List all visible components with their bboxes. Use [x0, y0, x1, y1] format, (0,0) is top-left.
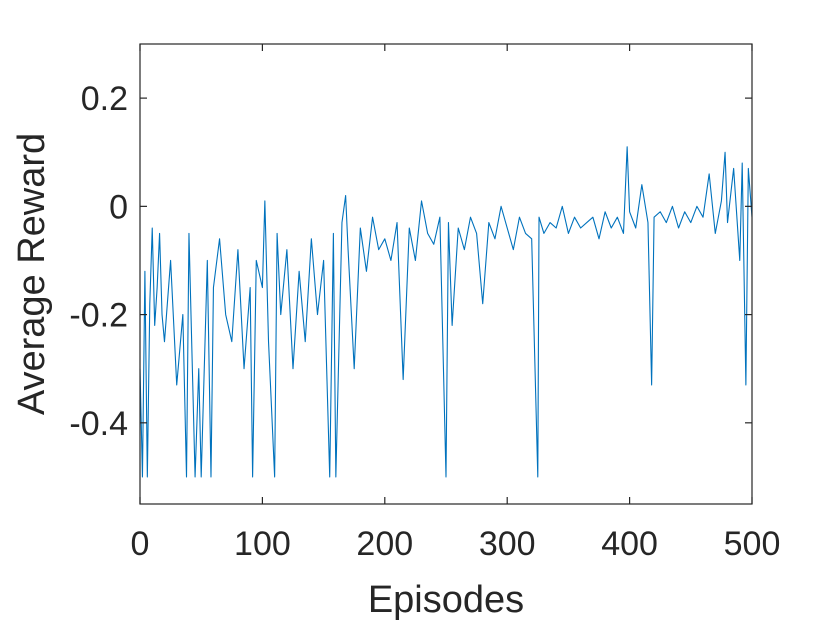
series-layer: [139, 146, 753, 478]
x-tick-label: 400: [601, 525, 658, 563]
x-tick-label: 0: [131, 525, 150, 563]
plot-frame: [139, 43, 753, 505]
series-line-0: [139, 146, 753, 478]
x-axis-label: Episodes: [368, 579, 524, 621]
y-tick-label: -0.4: [69, 405, 128, 443]
x-tick-label: 500: [724, 525, 781, 563]
y-tick-label: -0.2: [69, 297, 128, 335]
y-tick-label: 0: [109, 188, 128, 226]
x-tick-label: 100: [234, 525, 291, 563]
y-tick-label: 0.2: [81, 80, 128, 118]
x-tick-label: 300: [479, 525, 536, 563]
y-axis: -0.4 -0.2 0 0.2: [69, 80, 752, 443]
x-axis: 0 100 200 300 400 500: [131, 44, 781, 563]
y-axis-label: Average Reward: [11, 133, 53, 415]
x-tick-label: 200: [356, 525, 413, 563]
